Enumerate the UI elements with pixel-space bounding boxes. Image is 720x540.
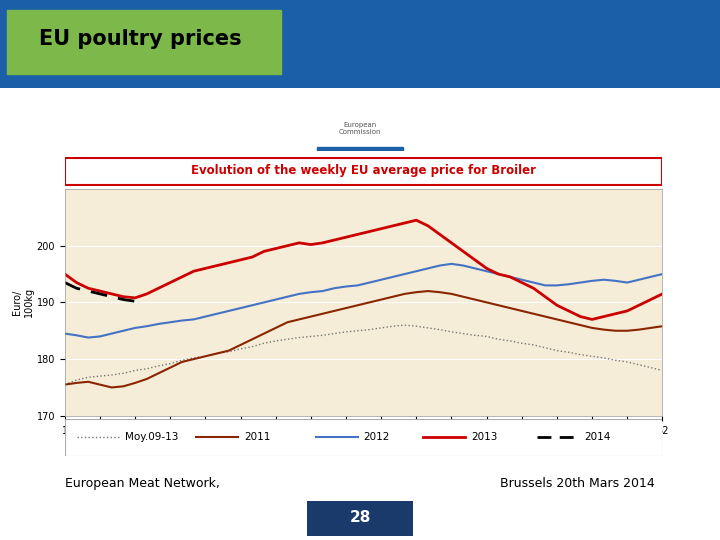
- Text: Brussels 20th Mars 2014: Brussels 20th Mars 2014: [500, 477, 655, 490]
- Y-axis label: Euro/
100kg: Euro/ 100kg: [12, 287, 34, 318]
- 2012: [354, 282, 362, 288]
- Text: 28: 28: [349, 510, 371, 525]
- 2011: [354, 302, 362, 308]
- 2011: [389, 293, 397, 300]
- 2012: [436, 262, 444, 269]
- 2011: [447, 291, 456, 297]
- Text: 2014: 2014: [585, 433, 611, 442]
- Moy.09-13: [459, 330, 467, 337]
- 2013: [436, 231, 444, 238]
- Text: Evolution of the weekly EU average price for Broiler: Evolution of the weekly EU average price…: [191, 164, 536, 177]
- 2012: [389, 274, 397, 280]
- Line: 2012: 2012: [65, 264, 662, 338]
- 2011: [119, 383, 127, 389]
- Line: Moy.09-13: Moy.09-13: [65, 325, 662, 384]
- 2011: [424, 288, 433, 294]
- 2014: [72, 285, 81, 292]
- Moy.09-13: [271, 338, 280, 344]
- 2014: [96, 291, 104, 297]
- Text: 2013: 2013: [471, 433, 498, 442]
- 2013: [60, 271, 69, 277]
- Text: 2011: 2011: [244, 433, 271, 442]
- 2013: [342, 234, 351, 240]
- FancyBboxPatch shape: [7, 10, 281, 73]
- Bar: [317, 147, 403, 151]
- 2014: [84, 288, 93, 294]
- FancyBboxPatch shape: [307, 501, 413, 536]
- Moy.09-13: [342, 329, 351, 335]
- 2014: [119, 296, 127, 303]
- 2014: [107, 293, 116, 300]
- 2011: [658, 323, 667, 329]
- Text: 2012: 2012: [364, 433, 390, 442]
- 2014: [60, 279, 69, 286]
- 2011: [60, 381, 69, 388]
- 2013: [377, 225, 385, 232]
- 2012: [447, 261, 456, 267]
- 2013: [412, 217, 420, 224]
- Text: EU poultry prices: EU poultry prices: [39, 29, 242, 49]
- 2013: [459, 248, 467, 254]
- 2011: [283, 319, 292, 326]
- Line: 2014: 2014: [65, 282, 135, 301]
- Text: European Meat Network,: European Meat Network,: [65, 477, 220, 490]
- 2012: [60, 330, 69, 337]
- 2013: [588, 316, 596, 322]
- 2012: [658, 271, 667, 277]
- Moy.09-13: [107, 372, 116, 378]
- 2012: [471, 265, 480, 272]
- Moy.09-13: [436, 326, 444, 333]
- 2011: [471, 296, 480, 303]
- FancyBboxPatch shape: [65, 158, 662, 185]
- Moy.09-13: [623, 359, 631, 365]
- Moy.09-13: [60, 381, 69, 388]
- Moy.09-13: [400, 322, 409, 328]
- FancyBboxPatch shape: [65, 419, 662, 456]
- 2012: [283, 293, 292, 300]
- Line: 2011: 2011: [65, 291, 662, 387]
- 2013: [271, 245, 280, 252]
- 2014: [131, 298, 140, 305]
- 2013: [658, 291, 667, 297]
- Moy.09-13: [658, 367, 667, 374]
- 2013: [107, 291, 116, 297]
- 2011: [107, 384, 116, 390]
- Text: Moy.09-13: Moy.09-13: [125, 433, 178, 442]
- 2012: [84, 334, 93, 341]
- 2012: [119, 327, 127, 334]
- Line: 2013: 2013: [65, 220, 662, 319]
- Text: European
Commission: European Commission: [338, 122, 382, 135]
